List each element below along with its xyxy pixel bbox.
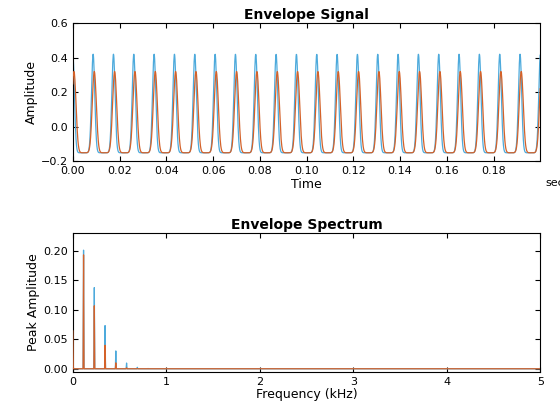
- Text: sec: sec: [545, 178, 560, 188]
- Title: Envelope Spectrum: Envelope Spectrum: [231, 218, 382, 232]
- Y-axis label: Peak Amplitude: Peak Amplitude: [27, 254, 40, 352]
- Title: Envelope Signal: Envelope Signal: [244, 8, 369, 22]
- X-axis label: Time: Time: [291, 178, 322, 191]
- Y-axis label: Amplitude: Amplitude: [25, 60, 38, 124]
- X-axis label: Frequency (kHz): Frequency (kHz): [256, 388, 357, 401]
